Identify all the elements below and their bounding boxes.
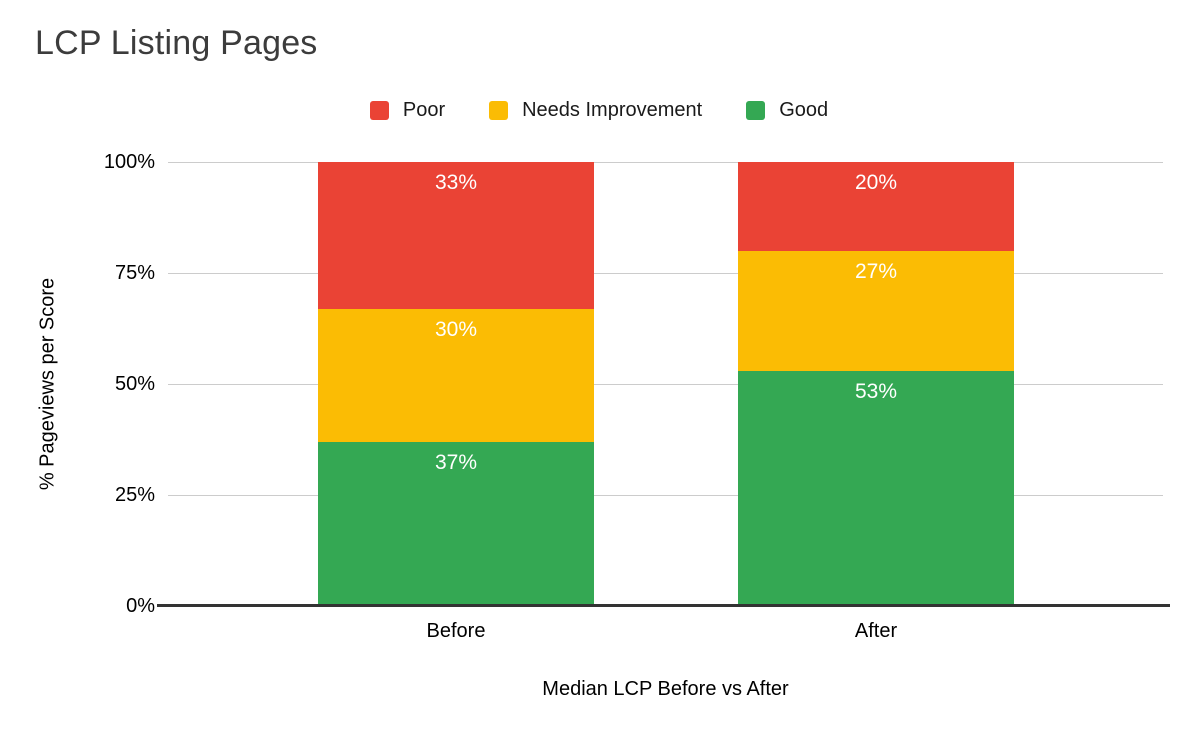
segment-good: 53% (738, 370, 1014, 606)
plot-area: 33% 30% 37% 20% 27% 53% (157, 162, 1170, 607)
segment-poor: 20% (738, 162, 1014, 251)
segment-good: 37% (318, 441, 594, 606)
chart-title: LCP Listing Pages (35, 24, 318, 62)
legend-item-poor: Poor (369, 99, 446, 122)
segment-poor: 33% (318, 162, 594, 309)
segment-value-label: 53% (854, 379, 898, 403)
y-tick-50: 50% (114, 373, 155, 395)
y-axis-title: % Pageviews per Score (36, 277, 59, 491)
legend: Poor Needs Improvement Good (0, 99, 1198, 122)
segment-value-label: 27% (854, 259, 898, 283)
segment-needs-improvement: 30% (318, 308, 594, 442)
legend-label-poor: Poor (402, 99, 446, 121)
segment-needs-improvement: 27% (738, 250, 1014, 371)
gridline-100 (168, 162, 1163, 163)
poor-swatch-icon (369, 101, 389, 120)
y-tick-100: 100% (103, 151, 155, 173)
y-tick-25: 25% (114, 484, 155, 506)
x-axis-title: Median LCP Before vs After (542, 678, 789, 700)
segment-value-label: 33% (434, 171, 478, 194)
x-axis-line (157, 604, 1170, 607)
legend-item-needs-improvement: Needs Improvement (489, 99, 702, 122)
y-tick-0: 0% (126, 595, 155, 617)
legend-label-needs-improvement: Needs Improvement (522, 99, 703, 121)
y-tick-75: 75% (114, 262, 155, 284)
segment-value-label: 20% (854, 171, 898, 194)
segment-value-label: 37% (434, 450, 478, 474)
stacked-bar-before: 33% 30% 37% (318, 162, 594, 606)
gridline-75 (168, 273, 1163, 274)
x-tick-after: After (854, 620, 898, 642)
segment-value-label: 30% (434, 317, 478, 341)
stacked-bar-after: 20% 27% 53% (738, 162, 1014, 606)
needs-improvement-swatch-icon (489, 101, 509, 120)
x-tick-before: Before (426, 620, 486, 642)
good-swatch-icon (746, 101, 766, 120)
legend-label-good: Good (779, 99, 829, 121)
gridline-25 (168, 495, 1163, 496)
gridline-50 (168, 384, 1163, 385)
legend-item-good: Good (746, 99, 828, 122)
